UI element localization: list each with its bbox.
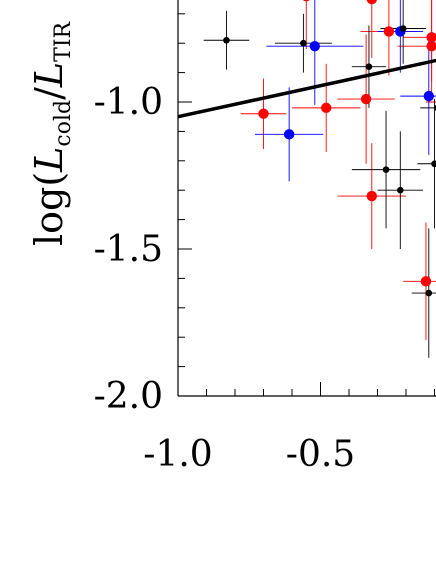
red-data-point-9 [420,276,432,287]
y-axis-label-slash: / [27,87,71,100]
black-data-point-5 [397,186,404,194]
y-tick-label-2: -2.0 [94,376,163,417]
red-data-point-8 [426,40,436,52]
y-axis-label: log(Lcold/LTIR [27,20,76,246]
y-tick-label-0: -1.0 [94,82,163,123]
red-data-point-6 [383,26,395,37]
red-data-point-2 [321,102,332,114]
red-data-point-5 [366,190,377,202]
y-axis-label-denominator-sub: TIR [51,20,76,61]
y-axis-label-prefix: log( [27,172,71,246]
y-axis-label-numerator-sub: cold [51,100,76,147]
blue-data-point-0 [283,129,295,140]
black-data-point-0 [223,36,230,44]
red-data-point-7 [426,32,436,43]
y-tick-label-1: -1.5 [94,229,163,270]
red-data-point-3 [360,93,372,105]
black-data-point-1 [300,39,307,47]
blue-data-point-3 [423,90,434,102]
error-bars-layer [203,0,436,358]
red-data-point-4 [366,0,377,5]
black-data-point-2 [365,63,373,71]
black-data-point-4 [399,25,407,32]
blue-data-point-1 [309,40,320,52]
black-data-point-8 [425,289,433,297]
red-data-point-1 [302,0,310,2]
x-tick-label-1: -0.5 [286,434,355,475]
x-tick-label-0: -1.0 [143,434,212,475]
y-axis-label-numerator: L [27,147,71,173]
black-data-point-3 [382,166,390,173]
black-data-point-7 [431,160,436,168]
data-points-layer [223,0,436,297]
red-data-point-0 [258,108,269,119]
fit-line-layer [177,58,436,119]
axes-layer: -1.0-1.5-2.0-1.0-0.50 [94,0,436,475]
y-axis-label-denominator: L [27,62,71,88]
fit-line [177,58,436,119]
